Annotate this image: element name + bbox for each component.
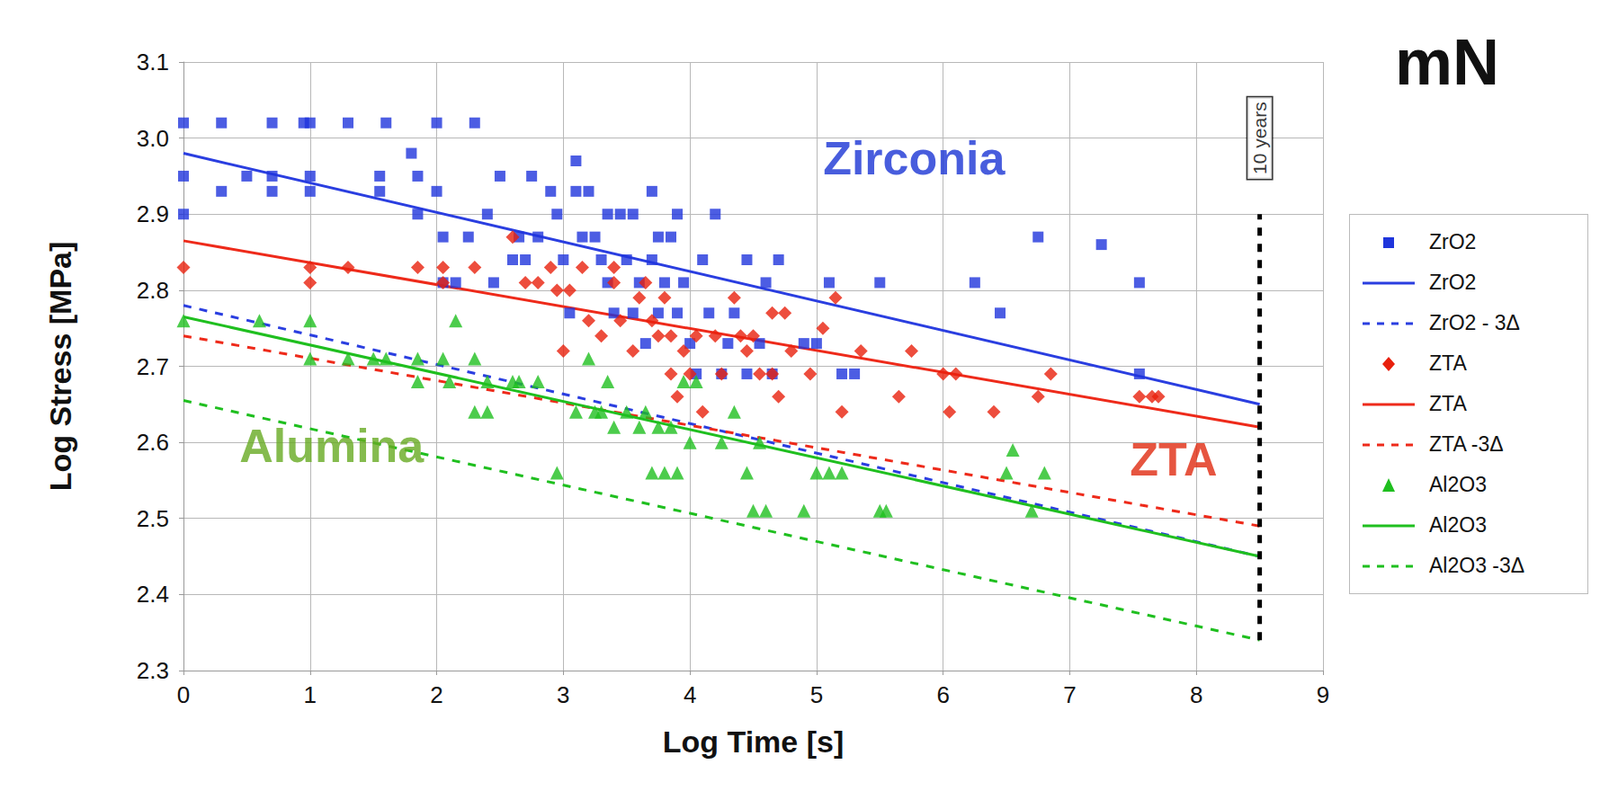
svg-text:8: 8 [1189,681,1203,709]
svg-text:2.4: 2.4 [136,581,170,608]
svg-text:Log Time [s]: Log Time [s] [662,724,845,760]
html-text:ZTA: ZTA [1429,392,1467,416]
svg-text:2.6: 2.6 [136,429,170,456]
svg-text:Log Stress [MPa]: Log Stress [MPa] [43,241,78,492]
svg-text:0: 0 [177,681,190,709]
svg-text:2.9: 2.9 [136,200,170,228]
html-text:ZTA -3Δ: ZTA -3Δ [1429,432,1504,456]
svg-text:Alumina: Alumina [239,420,425,473]
svg-text:ZTA: ZTA [1129,433,1217,486]
html-text:Al2O3: Al2O3 [1429,513,1487,537]
svg-text:6: 6 [936,681,949,709]
svg-text:2.5: 2.5 [136,505,170,533]
svg-text:3: 3 [556,681,570,709]
svg-text:3.0: 3.0 [136,125,170,152]
html-text:ZrO2: ZrO2 [1429,230,1477,254]
html-text:Al2O3 -3Δ: Al2O3 -3Δ [1429,554,1525,578]
svg-text:9: 9 [1316,681,1330,709]
svg-text:2: 2 [429,681,443,709]
html-text:ZrO2 - 3Δ: ZrO2 - 3Δ [1429,311,1520,335]
html-text:ZrO2: ZrO2 [1429,270,1477,295]
svg-text:10 years: 10 years [1249,101,1270,175]
svg-text:2.8: 2.8 [136,277,170,304]
svg-text:3.1: 3.1 [136,48,170,76]
svg-text:1: 1 [303,681,317,709]
svg-text:7: 7 [1063,681,1076,709]
svg-text:2.7: 2.7 [136,353,170,381]
svg-text:2.3: 2.3 [136,657,170,685]
svg-text:Zirconia: Zirconia [822,132,1006,185]
svg-text:5: 5 [810,681,823,709]
svg-text:4: 4 [683,681,697,709]
svg-text:mN: mN [1394,26,1500,99]
html-text:Al2O3: Al2O3 [1429,473,1487,497]
html-text:ZTA: ZTA [1429,351,1467,376]
